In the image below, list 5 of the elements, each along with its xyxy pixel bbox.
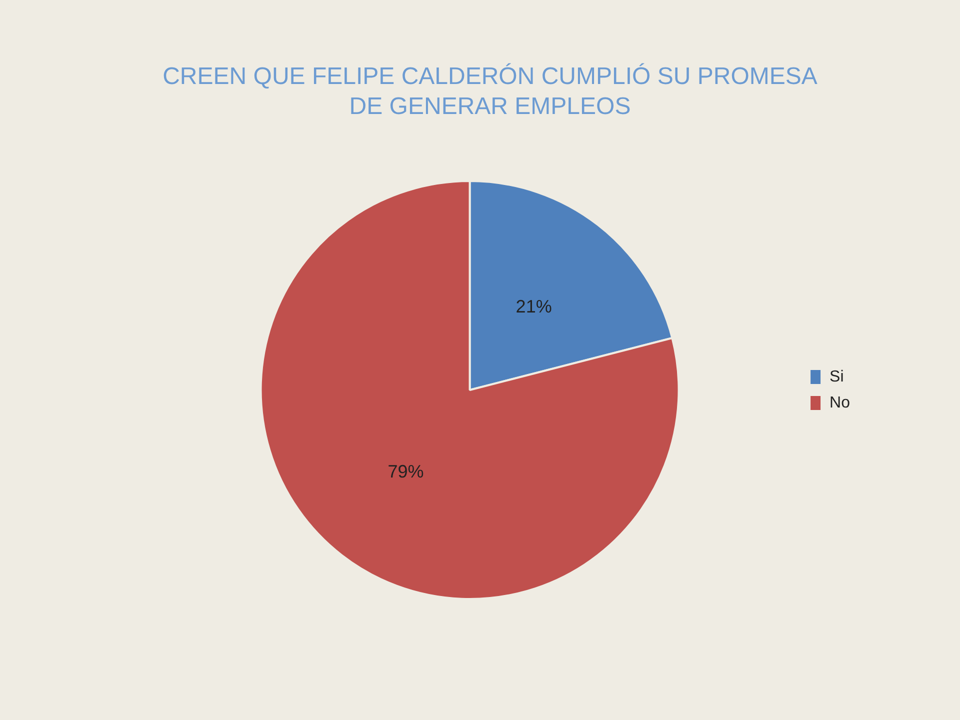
chart-title: CREEN QUE FELIPE CALDERÓN CUMPLIÓ SU PROMESA DE GENERAR EMPLEOS [162,62,818,122]
data-label: 21% [516,296,552,316]
data-label: 79% [388,462,424,482]
legend-label: Si [830,368,844,386]
legend-label: No [830,394,850,412]
